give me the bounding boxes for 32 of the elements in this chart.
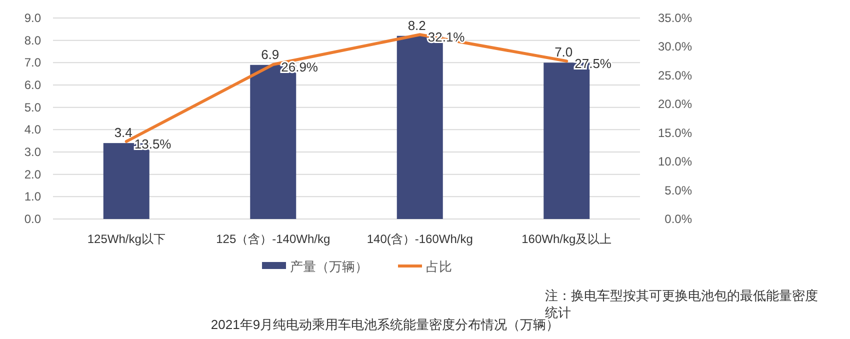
- data-label: 13.5%: [134, 136, 172, 152]
- y2-tick-label: 30.0%: [658, 40, 692, 54]
- y-tick-label: 8.0: [24, 33, 42, 48]
- text: 注：换电车型按其可更换电池包的最低能量密度统计: [545, 287, 819, 320]
- y-tick-label: 9.0: [24, 11, 42, 25]
- data-label: 6.9: [261, 46, 280, 62]
- y2-tick-label: 0.0%: [664, 212, 692, 226]
- y2-tick-label: 15.0%: [658, 126, 692, 140]
- y2-tick-label: 20.0%: [658, 97, 692, 112]
- y-tick-label: 2.0: [24, 167, 42, 182]
- x-tick-label: 140(含）-160Wh/kg: [366, 232, 473, 246]
- x-tick-label: 160Wh/kg及以上: [522, 232, 612, 246]
- y-tick-label: 5.0: [24, 100, 42, 114]
- legend-label: 占比: [426, 259, 452, 274]
- y2-tick-label: 5.0%: [664, 183, 692, 198]
- text: 2021年9月纯电动乘用车电池系统能量密度分布情况（万辆）: [210, 317, 560, 332]
- legend-label: 产量（万辆）: [290, 259, 368, 274]
- y-tick-label: 7.0: [24, 56, 42, 70]
- data-label: 3.4: [114, 125, 132, 140]
- y-tick-label: 0.0: [24, 212, 42, 226]
- y2-tick-label: 25.0%: [658, 68, 692, 82]
- x-tick-label: 125（含）-140Wh/kg: [216, 232, 330, 246]
- y-tick-label: 6.0: [24, 78, 42, 92]
- y2-tick-label: 35.0%: [658, 11, 692, 25]
- y-tick-label: 3.0: [24, 145, 42, 159]
- y2-tick-label: 10.0%: [658, 154, 692, 169]
- data-label: 7.0: [554, 44, 573, 60]
- data-label: 8.2: [408, 18, 426, 33]
- data-label: 27.5%: [574, 56, 612, 72]
- x-tick-label: 125Wh/kg以下: [87, 232, 166, 246]
- y-tick-label: 4.0: [24, 122, 42, 137]
- y-tick-label: 1.0: [24, 190, 42, 204]
